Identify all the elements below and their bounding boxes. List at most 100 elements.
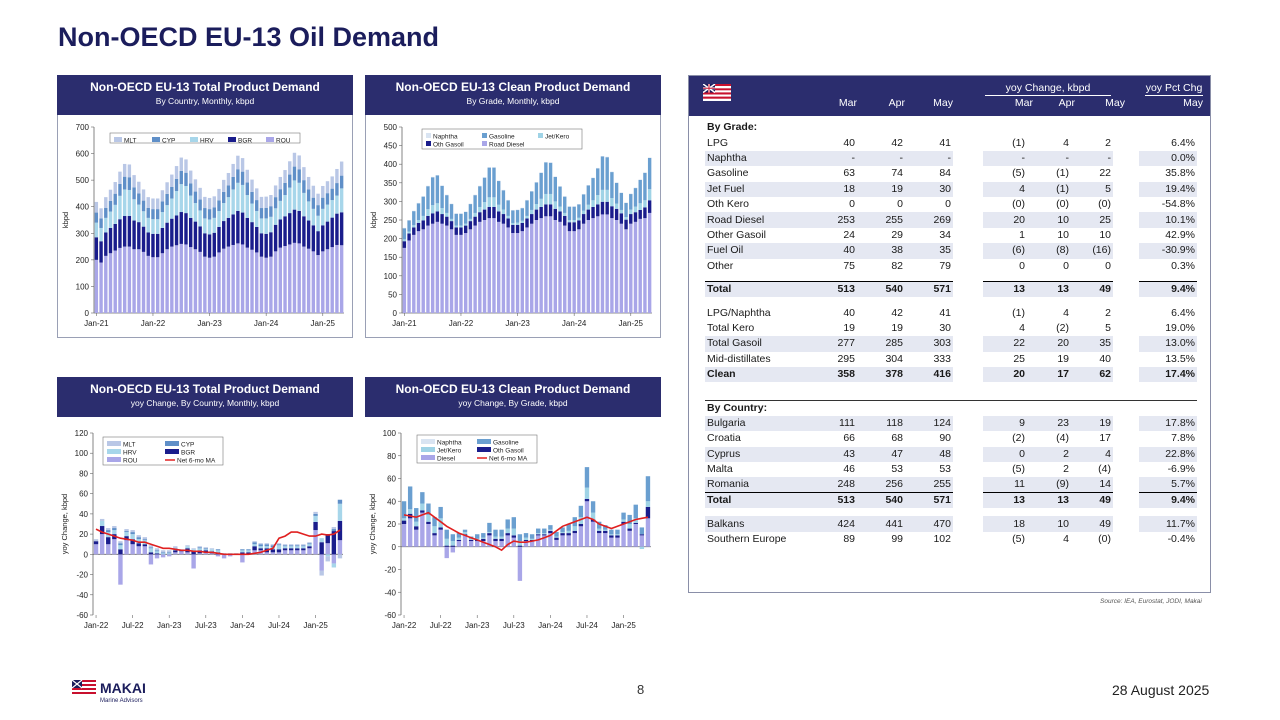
legend-label: Jet/Kero <box>545 134 570 141</box>
bar-rou <box>124 540 129 555</box>
table-gap <box>953 182 983 197</box>
bar-rou <box>173 552 178 555</box>
bar-jet-kero <box>487 531 492 534</box>
table-row: Romania 248 256 255 11 (9) 14 5.7% <box>705 477 1197 493</box>
table-cell: 295 <box>837 352 855 365</box>
bar-naphtha <box>577 204 581 205</box>
bar-mlt <box>185 545 190 547</box>
legend-label: Naphtha <box>437 440 462 447</box>
bar-oth-gasoil <box>590 519 596 522</box>
bar-oth-gasoil <box>511 224 515 234</box>
bar-naphtha <box>638 179 642 180</box>
bar-jet-kero <box>627 524 632 529</box>
table-cell: 6.4% <box>1171 306 1195 319</box>
bar-mlt <box>122 163 127 177</box>
bar-mlt <box>108 189 113 201</box>
bar-hrv <box>118 545 123 550</box>
table-cell: (1) <box>1027 181 1071 197</box>
bar-mlt <box>325 181 330 194</box>
y-tick-label: 0 <box>84 550 89 559</box>
bar-oth-gasoil <box>420 510 425 513</box>
table-cell: 9.4% <box>1139 281 1197 298</box>
y-tick-label: 150 <box>384 253 398 262</box>
bar-cyp <box>104 207 108 218</box>
bar-road-diesel <box>567 231 572 313</box>
bar-bgr <box>203 233 207 257</box>
table-cell: 253 <box>815 212 857 228</box>
table-cell: 63 <box>843 167 855 180</box>
bar-naphtha <box>412 210 416 212</box>
bar-road-diesel <box>426 225 430 313</box>
bar-road-diesel <box>553 220 557 313</box>
bar-hrv <box>330 200 334 218</box>
bar-gasoline <box>407 486 413 510</box>
bar-gasoline <box>584 467 590 488</box>
bar-cyp <box>160 552 166 554</box>
table-cell: (1) <box>1012 136 1025 149</box>
bar-jet-kero <box>420 503 425 511</box>
bar-rou <box>165 249 169 313</box>
legend-label: Diesel <box>437 456 456 463</box>
bar-road-diesel <box>614 220 619 313</box>
bar-oth-gasoil <box>492 206 496 219</box>
bar-mlt <box>330 176 334 189</box>
bar-hrv <box>108 211 113 228</box>
bar-jet-kero <box>468 538 474 540</box>
bar-hrv <box>118 195 122 220</box>
table-cell: 41 <box>939 136 951 149</box>
bar-gasoline <box>520 208 524 221</box>
bar-gasoline <box>536 528 541 534</box>
y-tick-label: 120 <box>75 429 89 438</box>
bar-gasoline <box>449 204 454 219</box>
bar-gasoline <box>596 168 600 196</box>
bar-gasoline <box>633 504 638 519</box>
bar-rou <box>217 252 221 313</box>
bar-mlt <box>148 545 154 548</box>
bar-road-diesel <box>558 221 562 313</box>
bar-hrv <box>226 197 231 218</box>
bar-bgr <box>226 217 231 247</box>
y-tick-label: 400 <box>384 160 398 169</box>
bar-jet-kero <box>463 223 468 226</box>
bar-oth-gasoil <box>530 214 534 224</box>
bar-bgr <box>311 225 316 252</box>
bar-hrv <box>94 222 99 238</box>
bar-rou <box>191 554 196 569</box>
x-tick-label: Jan-24 <box>562 319 587 328</box>
bar-road-diesel <box>487 218 491 313</box>
table-gap <box>953 166 983 181</box>
bar-oth-gasoil <box>572 222 576 232</box>
bar-gasoline <box>475 534 480 539</box>
row-label: Romania <box>705 477 815 493</box>
table-row: Other Gasoil 24 29 34 1 10 10 42.9% <box>705 228 1197 243</box>
bar-jet-kero <box>511 222 515 225</box>
x-tick-label: Jan-25 <box>311 319 336 328</box>
bar-cyp <box>197 547 202 549</box>
bar-road-diesel <box>501 223 506 313</box>
bar-road-diesel <box>638 218 642 313</box>
bar-hrv <box>301 546 306 549</box>
legend-swatch <box>152 137 160 142</box>
bar-cyp <box>288 545 294 547</box>
bar-cyp <box>311 197 316 209</box>
bar-bgr <box>255 226 259 253</box>
bar-rou <box>331 554 337 564</box>
bar-mlt <box>236 155 240 170</box>
y-tick-label: 200 <box>384 235 398 244</box>
bar-road-diesel <box>421 229 425 313</box>
y-tick-label: 700 <box>76 123 90 132</box>
row-label: Mid-distillates <box>707 352 771 365</box>
table-gap <box>953 477 983 493</box>
bar-jet-kero <box>450 541 456 546</box>
bar-road-diesel <box>449 229 454 313</box>
bar-hrv <box>240 550 245 553</box>
table-cell: (1) <box>1012 306 1025 319</box>
table-cell: 424 <box>815 516 857 532</box>
bar-oth-gasoil <box>487 533 492 536</box>
table-cell: 5 <box>1105 321 1111 334</box>
logo-subtext: Marine Advisors <box>100 698 143 704</box>
bar-naphtha <box>525 199 529 201</box>
x-tick-label: Jan-25 <box>611 621 636 630</box>
table-cell: 0 <box>1063 259 1069 272</box>
bar-gasoline <box>586 185 591 205</box>
